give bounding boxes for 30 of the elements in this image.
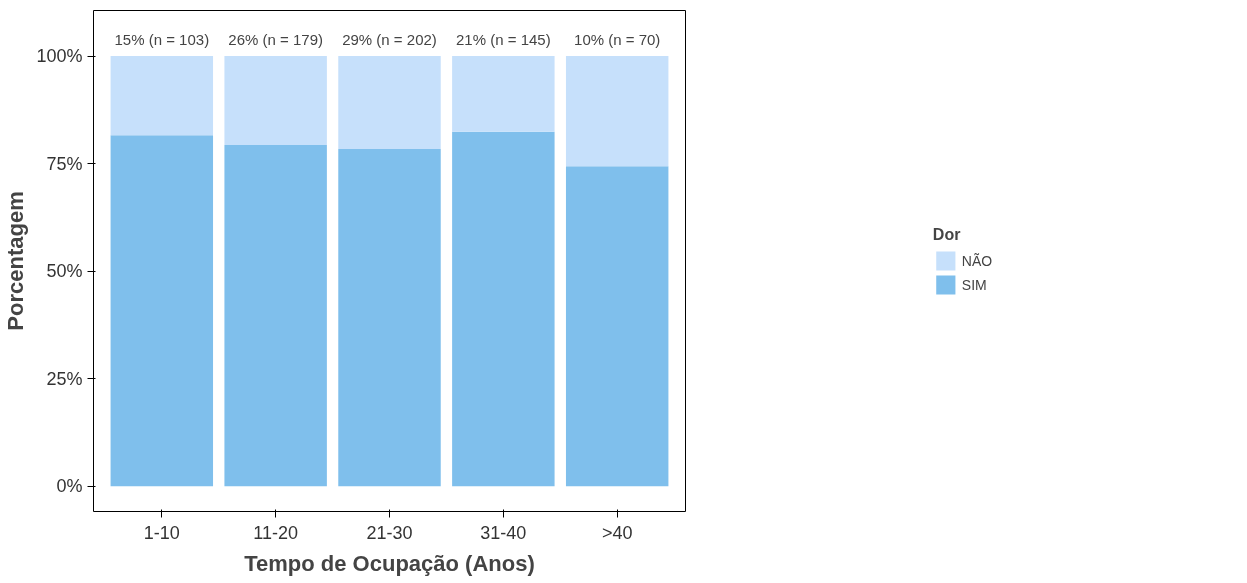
legend-label: SIM xyxy=(961,276,987,292)
bar xyxy=(565,56,669,167)
x-tick-label: 31-40 xyxy=(480,522,527,543)
annotation: 15% (n = 103) xyxy=(114,31,210,49)
bar xyxy=(224,56,327,146)
x-tick-label: 1-10 xyxy=(143,522,180,543)
annotation: 29% (n = 202) xyxy=(342,31,437,49)
x-tick-label: 11-20 xyxy=(253,522,299,543)
annotation: 21% (n = 145) xyxy=(456,31,551,49)
y-axis-title: Porcentagem xyxy=(3,191,29,331)
y-tick-label: 75% xyxy=(46,153,83,174)
x-axis-title: Tempo de Ocupação (Anos) xyxy=(244,550,535,576)
y-tick-label: 0% xyxy=(56,476,83,497)
legend-label: NÃO xyxy=(961,252,993,268)
bar xyxy=(110,135,214,487)
bar xyxy=(452,56,555,132)
y-tick-label: 100% xyxy=(36,46,83,67)
bar xyxy=(452,131,555,487)
annotation: 26% (n = 179) xyxy=(228,31,323,49)
bar xyxy=(565,166,669,487)
bar xyxy=(110,56,214,136)
bar xyxy=(338,148,441,487)
bar xyxy=(338,56,441,149)
bar xyxy=(224,145,327,487)
y-tick-label: 50% xyxy=(46,261,83,282)
annotation: 10% (n = 70) xyxy=(574,31,661,49)
x-tick-label: >40 xyxy=(601,522,633,543)
legend-title: Dor xyxy=(932,225,962,243)
x-tick-label: 21-30 xyxy=(366,522,413,543)
y-tick-label: 25% xyxy=(46,368,83,389)
